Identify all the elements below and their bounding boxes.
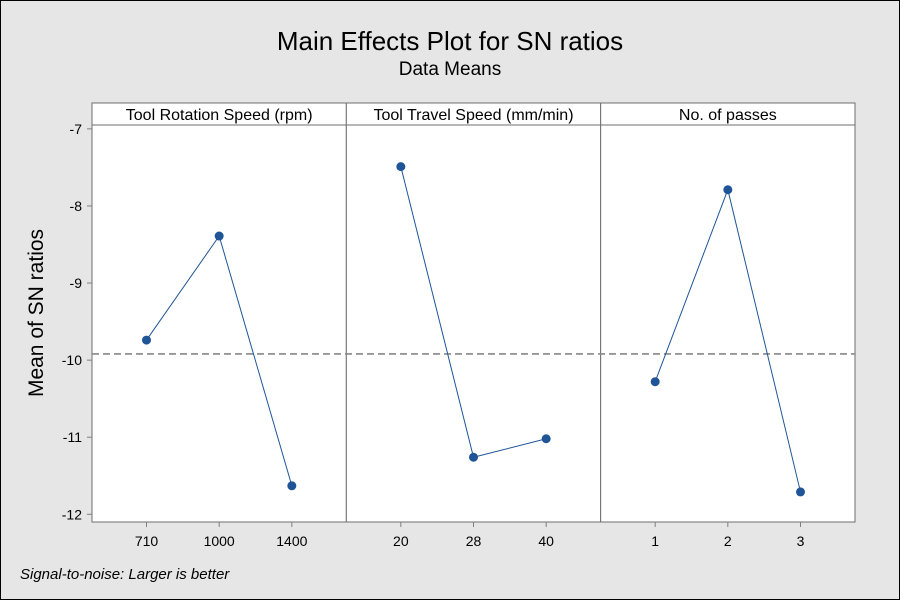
- x-tick-label: 20: [393, 533, 409, 549]
- data-point: [469, 452, 478, 462]
- y-tick-label: -9: [70, 275, 83, 291]
- x-tick-label: 710: [135, 533, 159, 549]
- x-tick-label: 40: [538, 533, 554, 549]
- chart-title: Main Effects Plot for SN ratios: [276, 26, 624, 56]
- data-point: [214, 231, 224, 241]
- x-tick-label: 1400: [276, 533, 307, 549]
- panel-plot-area: [600, 124, 856, 523]
- panel-header-label: No. of passes: [679, 107, 777, 124]
- footnote: Signal-to-noise: Larger is better: [20, 566, 230, 583]
- data-point: [650, 377, 660, 387]
- x-tick-label: 1000: [204, 533, 235, 549]
- data-point: [723, 185, 733, 195]
- panel-plot-area: [91, 124, 347, 523]
- x-tick-label: 2: [724, 533, 732, 549]
- y-tick-label: -12: [62, 506, 82, 522]
- x-tick-label: 28: [466, 533, 482, 549]
- data-point: [287, 481, 297, 491]
- y-tick-label: -11: [63, 429, 82, 445]
- y-tick-label: -8: [70, 198, 83, 214]
- y-tick-label: -7: [70, 121, 83, 137]
- panel-header: [600, 102, 856, 126]
- data-point: [541, 434, 551, 444]
- data-point: [142, 335, 151, 345]
- x-tick-label: 1: [651, 533, 659, 549]
- x-tick-label: 3: [797, 533, 805, 549]
- panel-header-label: Tool Rotation Speed (rpm): [126, 107, 313, 124]
- data-point: [396, 162, 406, 172]
- chart-subtitle: Data Means: [398, 59, 502, 80]
- data-point: [796, 487, 805, 497]
- y-tick-label: -10: [62, 352, 82, 368]
- panel-plot-area: [345, 124, 602, 523]
- panel-header-label: Tool Travel Speed (mm/min): [373, 107, 573, 124]
